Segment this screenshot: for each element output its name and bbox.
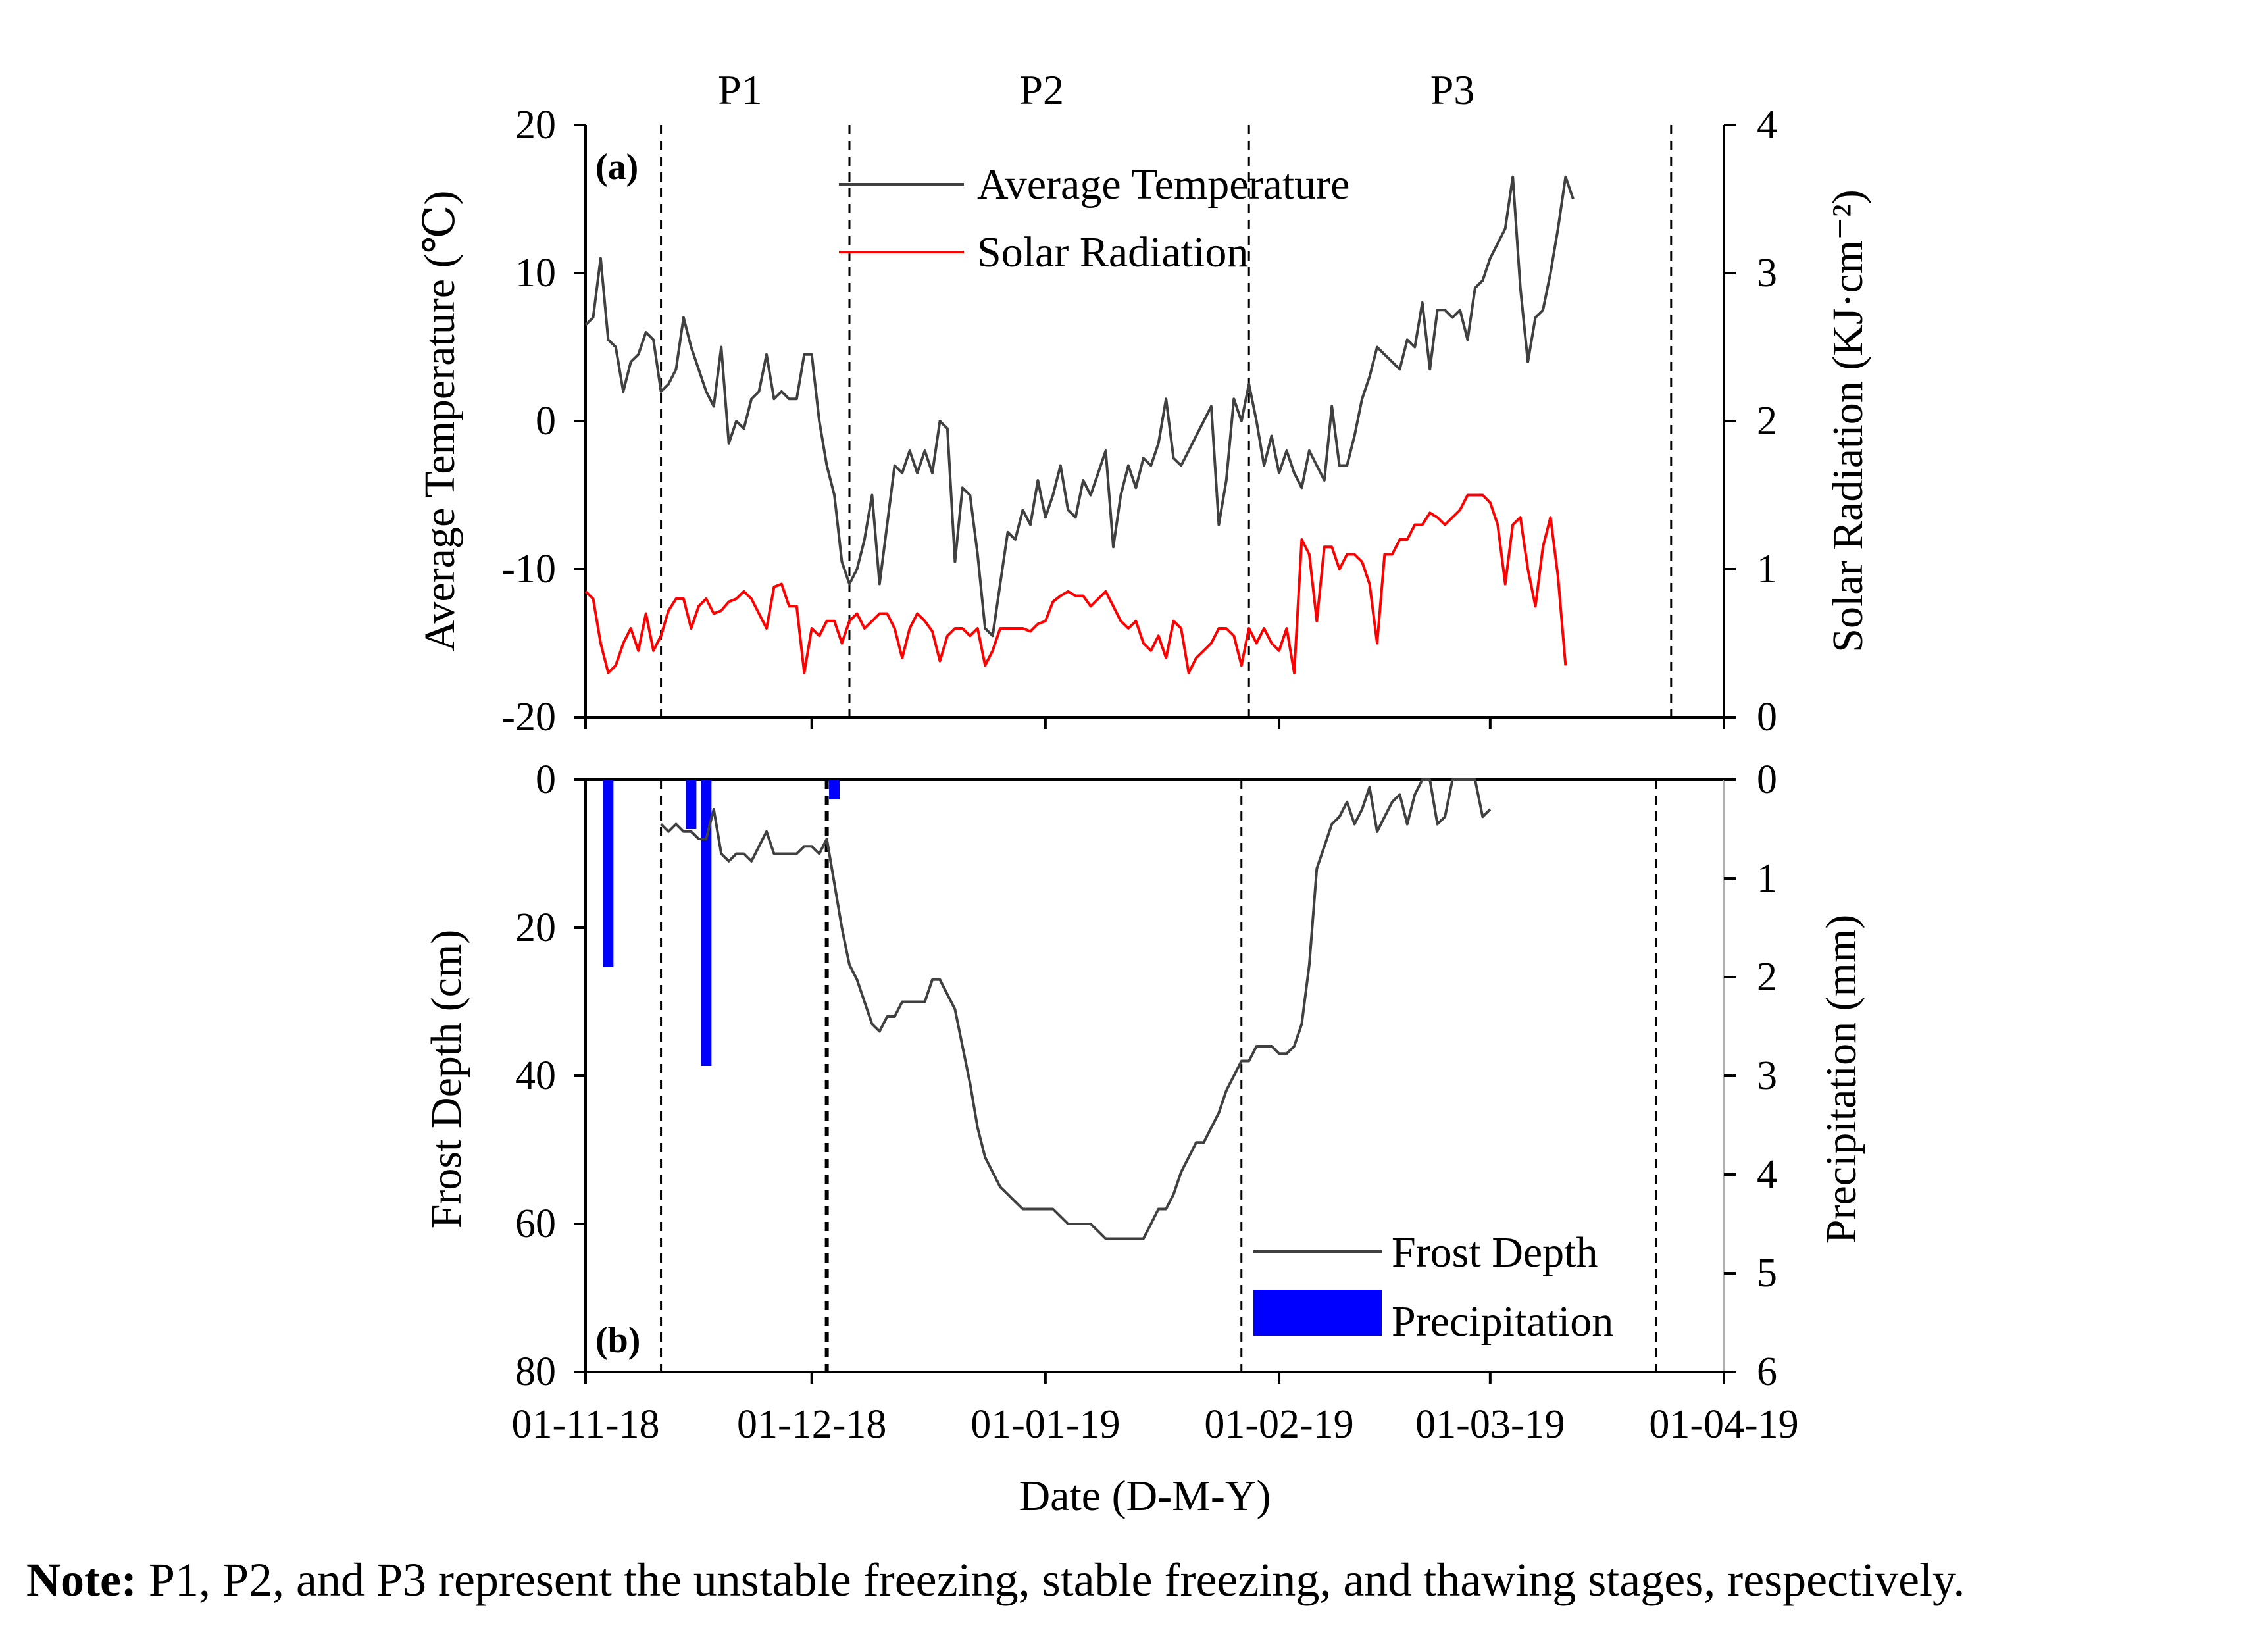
a-legend: Average Temperature Solar Radiation (839, 161, 1349, 276)
a-right-tick-label: 1 (1757, 547, 1777, 592)
b-legend: Frost Depth Precipitation (1253, 1228, 1613, 1346)
average-temperature-line (584, 175, 1575, 638)
legend-swatch-precipitation (1253, 1290, 1382, 1336)
period-label-p3: P3 (1430, 66, 1475, 113)
period-boundaries (660, 125, 1673, 717)
a-left-ticks: 20 10 0 -10 -20 (501, 103, 586, 740)
legend-label-temperature: Average Temperature (977, 161, 1349, 209)
a-left-axis-title: Average Temperature (℃) (416, 191, 464, 652)
b-left-tick-label: 40 (515, 1053, 556, 1098)
figure-note: Note: P1, P2, and P3 represent the unsta… (26, 1553, 1965, 1607)
b-right-tick-label: 5 (1757, 1251, 1777, 1296)
a-left-tick-label: 20 (515, 103, 556, 147)
x-tick-label: 01-12-18 (737, 1402, 886, 1447)
a-right-tick-label: 0 (1757, 695, 1777, 740)
b-right-tick-label: 0 (1757, 757, 1777, 802)
frost-depth-line (660, 778, 1492, 1240)
a-left-tick-label: 0 (536, 399, 556, 443)
b-left-tick-label: 20 (515, 905, 556, 950)
a-left-tick-label: -20 (501, 695, 556, 740)
b-right-ticks: 0 1 2 3 4 5 6 (1724, 757, 1777, 1394)
x-tick-label: 01-11-18 (512, 1402, 660, 1447)
b-period-boundaries (660, 780, 1657, 1372)
b-left-ticks: 0 20 40 60 80 (515, 757, 586, 1394)
b-series (660, 778, 1492, 1240)
precipitation-bar (829, 780, 840, 799)
a-x-ticks (584, 717, 1725, 729)
x-tick-label: 01-02-19 (1204, 1402, 1353, 1447)
a-right-tick-label: 3 (1757, 251, 1777, 295)
period-label-p2: P2 (1019, 66, 1064, 113)
b-right-tick-label: 2 (1757, 955, 1777, 999)
legend-label-precipitation: Precipitation (1392, 1298, 1613, 1346)
a-left-tick-label: 10 (515, 251, 556, 295)
a-right-axis-title: Solar Radiation (KJ·cm⁻²) (1824, 190, 1872, 652)
b-x-ticks: 01-11-18 01-12-18 01-01-19 01-02-19 01-03-19… (512, 1372, 1799, 1447)
x-tick-label: 01-04-19 (1649, 1402, 1798, 1447)
b-right-axis-title: Precipitation (mm) (1817, 915, 1865, 1244)
a-right-ticks: 4 3 2 1 0 (1724, 103, 1777, 740)
precipitation-bar (701, 780, 712, 1066)
b-right-tick-label: 3 (1757, 1053, 1777, 1098)
b-left-tick-label: 80 (515, 1350, 556, 1394)
b-right-tick-label: 1 (1757, 856, 1777, 901)
precipitation-bar (686, 780, 697, 829)
a-right-tick-label: 2 (1757, 399, 1777, 443)
a-series (584, 175, 1575, 674)
legend-label-frost-depth: Frost Depth (1392, 1228, 1598, 1276)
panel-b: 0 20 40 60 80 0 1 2 3 4 5 6 01-11-18 01-12-18 01-01-… (422, 757, 1865, 1520)
b-right-tick-label: 4 (1757, 1152, 1777, 1197)
period-label-p1: P1 (718, 66, 763, 113)
precipitation-bar (603, 780, 614, 967)
x-tick-label: 01-03-19 (1415, 1402, 1565, 1447)
period-labels: P1 P2 P3 (718, 66, 1474, 113)
x-tick-label: 01-01-19 (970, 1402, 1120, 1447)
b-left-tick-label: 0 (536, 757, 556, 802)
a-left-tick-label: -10 (501, 547, 556, 592)
a-panel-label: (a) (595, 147, 638, 188)
b-panel-label: (b) (595, 1320, 640, 1361)
legend-label-radiation: Solar Radiation (977, 228, 1248, 276)
x-axis-title: Date (D-M-Y) (1019, 1472, 1271, 1520)
solar-radiation-line (584, 493, 1567, 674)
b-precipitation-bars (603, 780, 840, 1066)
note-bold-label: Note: (26, 1554, 137, 1606)
note-text: P1, P2, and P3 represent the unstable fr… (136, 1554, 1965, 1606)
a-right-tick-label: 4 (1757, 103, 1777, 147)
b-left-axis-title: Frost Depth (cm) (422, 930, 470, 1229)
b-left-tick-label: 60 (515, 1201, 556, 1246)
b-right-tick-label: 6 (1757, 1350, 1777, 1394)
